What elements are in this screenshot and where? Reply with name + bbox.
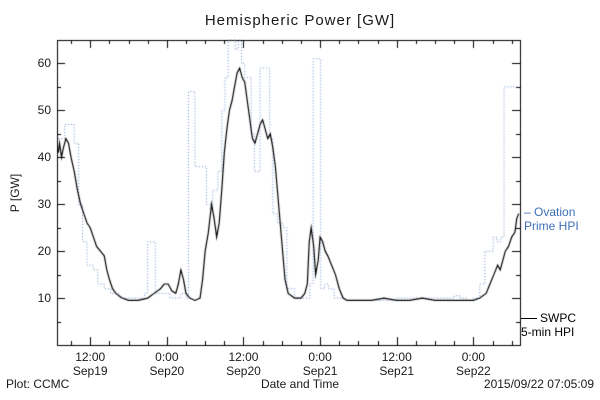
x-tick-time: 0:00	[155, 350, 179, 364]
x-tick-date: Sep21	[302, 364, 338, 378]
x-axis-label: Date and Time	[260, 377, 340, 391]
legend-ovation-line1: – Ovation	[524, 205, 576, 219]
y-tick-label: 10	[37, 291, 51, 306]
x-tick-label: 12:00 Sep20	[211, 350, 275, 378]
y-tick-label: 50	[37, 103, 51, 118]
x-tick-date: Sep21	[379, 364, 415, 378]
x-tick-label: 0:00 Sep22	[441, 350, 505, 378]
swpc-line-swatch	[521, 318, 537, 320]
x-tick-date: Sep22	[456, 364, 491, 378]
legend-swpc-line2: 5-min HPI	[521, 325, 575, 339]
y-tick-label: 40	[37, 150, 51, 165]
chart-title: Hemispheric Power [GW]	[204, 12, 396, 29]
legend-ovation-prime-hpi: – Ovation Prime HPI	[524, 205, 579, 233]
legend-swpc-5min-hpi: SWPC 5-min HPI	[521, 311, 576, 339]
y-tick-label: 60	[37, 56, 51, 71]
y-tick-label: 30	[37, 197, 51, 212]
legend-swpc-line1: SWPC	[521, 311, 576, 325]
legend-swpc-label: SWPC	[540, 311, 576, 325]
x-tick-time: 12:00	[228, 350, 259, 364]
x-tick-time: 0:00	[308, 350, 332, 364]
y-tick-label: 20	[37, 244, 51, 259]
legend-ovation-line2: Prime HPI	[524, 219, 579, 233]
x-tick-time: 0:00	[461, 350, 486, 364]
x-tick-label: 12:00 Sep19	[58, 350, 122, 378]
x-tick-label: 0:00 Sep20	[135, 350, 199, 378]
x-tick-date: Sep20	[226, 364, 261, 378]
x-tick-time: 12:00	[75, 350, 106, 364]
x-tick-label: 0:00 Sep21	[288, 350, 352, 378]
plot-source-label: Plot: CCMC	[6, 377, 70, 391]
plot-timestamp: 2015/09/22 07:05:09	[483, 377, 594, 391]
x-tick-time: 12:00	[381, 350, 412, 364]
x-tick-date: Sep19	[72, 364, 108, 378]
x-tick-date: Sep20	[149, 364, 185, 378]
x-tick-label: 12:00 Sep21	[365, 350, 429, 378]
